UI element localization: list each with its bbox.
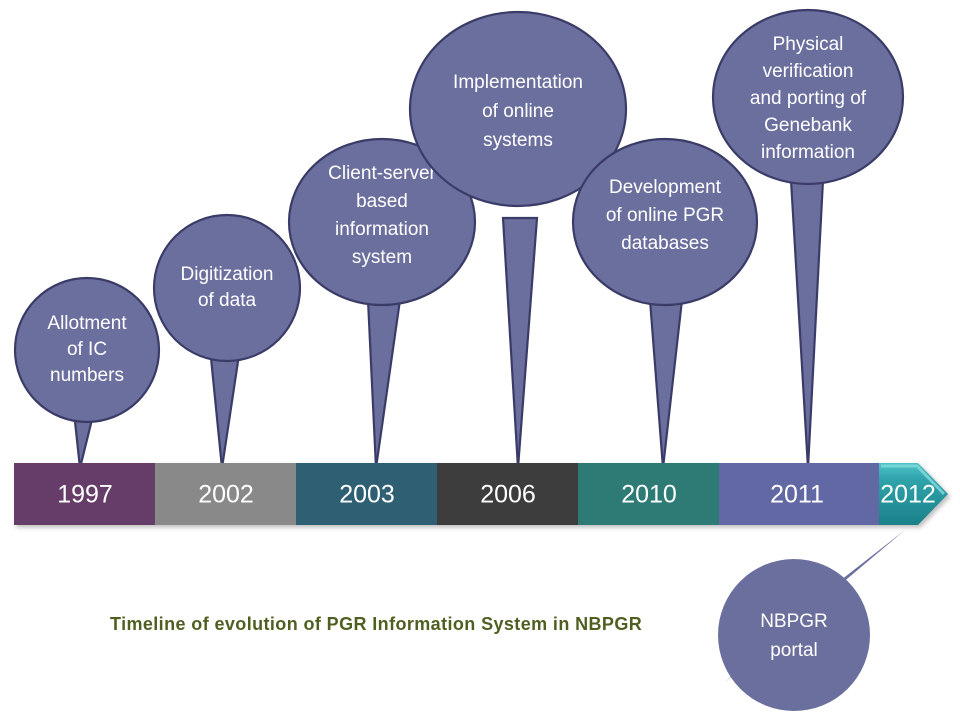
callout-2012-line-2: portal — [770, 640, 818, 661]
callout-1997-line-2: of IC — [67, 339, 107, 360]
callout-2010[interactable]: Development of online PGR databases — [571, 137, 759, 307]
callout-bubble-1997[interactable] — [13, 276, 161, 424]
year-labels: 1997 2002 2003 2006 2010 2011 2012 — [57, 481, 936, 509]
callout-2006-line-2: of online — [482, 101, 554, 122]
timeline-bar — [14, 463, 948, 525]
callout-tail-2011 — [789, 178, 825, 469]
callout-2011-line-1: Physical — [773, 34, 844, 55]
callout-2012-line-1: NBPGR — [760, 611, 828, 632]
callout-2006-line-3: systems — [483, 130, 553, 151]
chevron-highlight-edge — [881, 464, 946, 496]
figure-caption: Timeline of evolution of PGR Information… — [110, 614, 642, 634]
callout-bubble-2011[interactable] — [711, 8, 905, 186]
year-label-2003: 2003 — [339, 481, 395, 509]
callout-bubble-2010[interactable] — [571, 137, 759, 307]
callout-2011-line-2: verification — [763, 61, 854, 82]
callout-2012[interactable]: NBPGR portal — [718, 559, 870, 711]
year-label-1997: 1997 — [57, 481, 113, 509]
callout-2010-line-2: of online PGR — [606, 205, 724, 226]
callout-bubbles: Allotment of IC numbers Digitization of … — [13, 8, 905, 711]
callout-2011-line-3: and porting of — [750, 88, 867, 109]
callout-2006[interactable]: Implementation of online systems — [408, 10, 628, 208]
callout-2002[interactable]: Digitization of data — [152, 213, 302, 363]
timeline-segment-2011[interactable] — [719, 463, 879, 525]
timeline-segment-2006[interactable] — [437, 463, 578, 525]
callout-2011[interactable]: Physical verification and porting of Gen… — [711, 8, 905, 186]
callout-tail-2003 — [366, 298, 402, 469]
callout-2010-line-3: databases — [621, 233, 709, 254]
callout-2002-line-2: of data — [198, 290, 257, 311]
callout-2003-line-4: system — [352, 247, 412, 268]
callout-1997-line-3: numbers — [50, 365, 124, 386]
callout-2003-line-1: Client-server — [328, 163, 436, 184]
callout-tail-2010 — [648, 298, 684, 469]
callout-bubble-2006[interactable] — [408, 10, 628, 208]
year-label-2006: 2006 — [480, 481, 536, 509]
callout-2003[interactable]: Client-server based information system — [287, 137, 477, 307]
year-label-2012: 2012 — [880, 481, 936, 509]
callout-bubble-2003[interactable] — [287, 137, 477, 307]
timeline-segment-2003[interactable] — [296, 463, 437, 525]
timeline-segment-2010[interactable] — [578, 463, 719, 525]
callout-bubble-2002[interactable] — [152, 213, 302, 363]
callout-2011-line-5: information — [761, 142, 855, 163]
callout-2006-line-1: Implementation — [453, 72, 583, 93]
callout-1997[interactable]: Allotment of IC numbers — [13, 276, 161, 424]
year-label-2010: 2010 — [621, 481, 677, 509]
callout-tail-2002 — [208, 346, 242, 469]
timeline-segment-1997[interactable] — [14, 463, 155, 525]
callout-2002-line-1: Digitization — [181, 264, 274, 285]
callout-2011-line-4: Genebank — [764, 115, 852, 136]
callout-tail-2006 — [501, 216, 539, 469]
callout-2010-line-1: Development — [609, 177, 722, 198]
timeline-segment-2002[interactable] — [155, 463, 296, 525]
callout-bubble-2012[interactable] — [718, 559, 870, 711]
callout-2003-line-3: information — [335, 219, 429, 240]
year-label-2011: 2011 — [770, 481, 824, 509]
callout-2003-line-2: based — [356, 191, 408, 212]
year-label-2002: 2002 — [198, 481, 254, 509]
callout-tails — [68, 178, 825, 469]
callout-1997-line-1: Allotment — [47, 313, 127, 334]
